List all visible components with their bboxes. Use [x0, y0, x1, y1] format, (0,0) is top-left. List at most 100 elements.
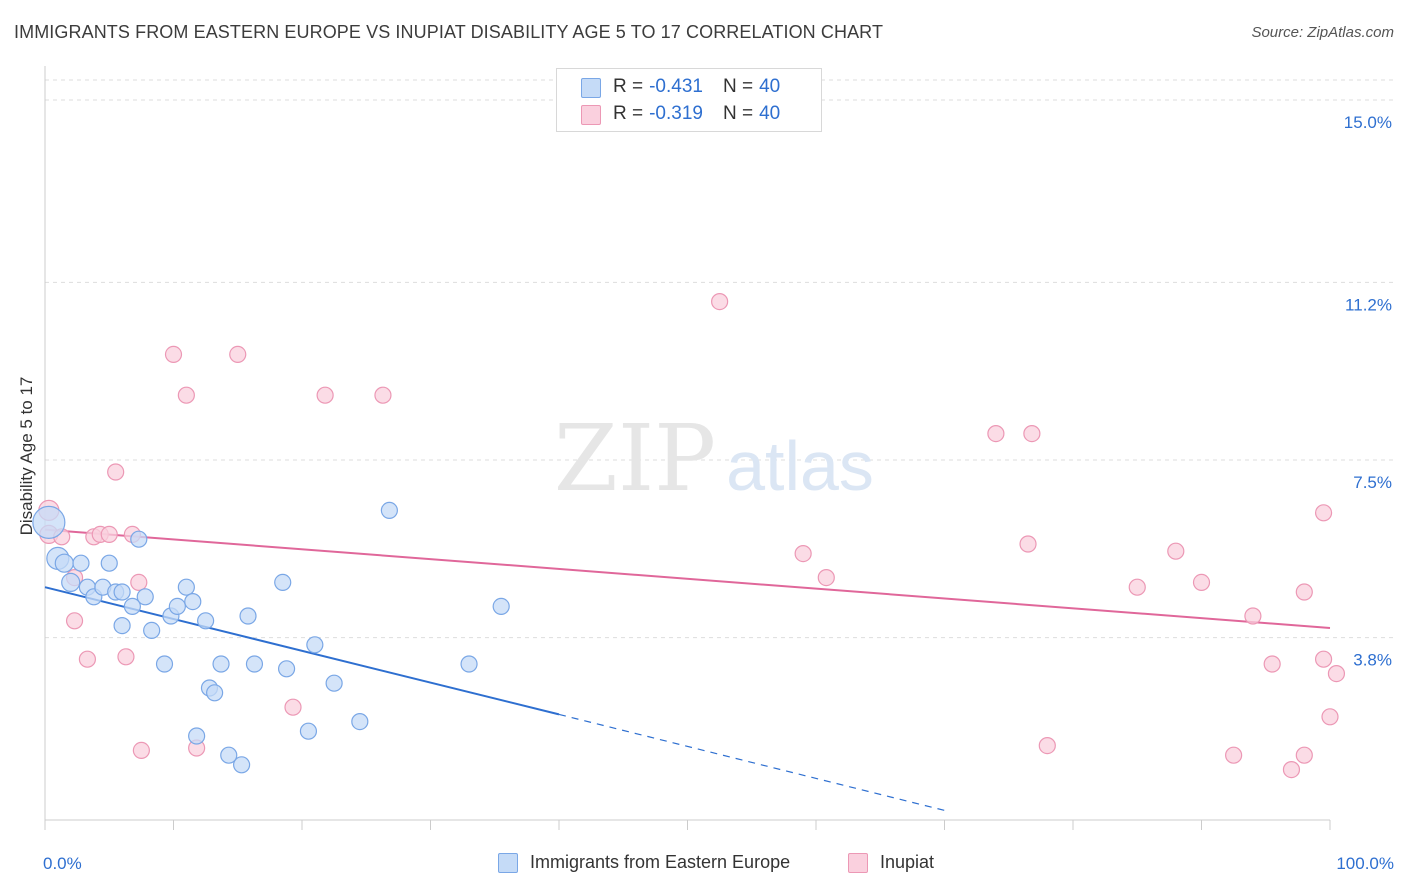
grid-lines	[45, 79, 1395, 639]
y-tick-label: 3.8%	[1353, 651, 1392, 670]
stats-row-pink: R = -0.319 N = 40	[581, 102, 781, 126]
point-inupiat	[1038, 736, 1056, 755]
point-inupiat	[117, 648, 135, 666]
y-axis-label: Disability Age 5 to 17	[17, 377, 36, 536]
point-inupiat	[107, 463, 125, 481]
data-points	[32, 293, 1346, 779]
point-inupiat	[130, 573, 148, 592]
tick-labels: 3.8% 7.5% 11.2% 15.0% 0.0% 100.0%	[43, 113, 1394, 873]
point-eastern-europe	[177, 578, 195, 596]
point-eastern-europe	[277, 660, 296, 678]
stats-box: R = -0.431 N = 40 R = -0.319 N = 40	[556, 68, 822, 132]
point-eastern-europe	[72, 554, 90, 572]
point-inupiat	[164, 345, 183, 363]
source-label: Source: ZipAtlas.com	[1251, 24, 1394, 41]
n-label: N =	[722, 103, 754, 124]
point-eastern-europe	[130, 530, 148, 548]
point-eastern-europe	[299, 722, 318, 740]
y-tick-label: 11.2%	[1345, 295, 1392, 314]
watermark-zip: ZIP	[554, 405, 716, 512]
point-inupiat	[229, 345, 247, 363]
n-label: N =	[722, 76, 754, 97]
point-eastern-europe	[197, 612, 215, 630]
trend-line-inupiat	[44, 528, 1331, 629]
point-inupiat	[177, 386, 195, 404]
legend-item-eastern-europe[interactable]: Immigrants from Eastern Europe	[498, 852, 790, 873]
point-eastern-europe	[123, 597, 141, 616]
point-inupiat	[1167, 542, 1185, 560]
point-inupiat	[284, 698, 302, 716]
n-value: 40	[759, 103, 781, 124]
r-label: R =	[613, 76, 644, 97]
point-inupiat	[711, 293, 729, 311]
point-inupiat	[1023, 425, 1041, 443]
point-inupiat	[1314, 650, 1333, 668]
point-inupiat	[817, 568, 835, 587]
point-eastern-europe	[460, 655, 478, 673]
point-eastern-europe	[188, 727, 206, 745]
point-eastern-europe	[206, 684, 224, 702]
point-inupiat	[987, 425, 1005, 443]
point-inupiat	[1295, 583, 1313, 601]
legend-swatch-blue	[498, 852, 518, 873]
point-eastern-europe	[100, 554, 118, 572]
legend-item-inupiat[interactable]: Inupiat	[848, 852, 934, 873]
point-inupiat	[1263, 655, 1281, 673]
point-inupiat	[1019, 535, 1037, 553]
point-eastern-europe	[306, 636, 324, 654]
legend-swatch-pink	[848, 852, 868, 873]
point-eastern-europe	[32, 505, 66, 540]
legend-label: Inupiat	[880, 852, 935, 872]
r-label: R =	[613, 103, 644, 124]
point-eastern-europe	[492, 597, 510, 616]
point-eastern-europe	[184, 592, 202, 611]
chart-title: IMMIGRANTS FROM EASTERN EUROPE VS INUPIA…	[14, 22, 884, 42]
point-inupiat	[132, 741, 150, 760]
point-eastern-europe	[274, 573, 292, 592]
stats-swatch-pink	[581, 105, 601, 125]
point-eastern-europe	[351, 712, 369, 731]
point-inupiat	[374, 386, 392, 404]
point-eastern-europe	[239, 607, 257, 625]
point-eastern-europe	[113, 616, 131, 635]
point-inupiat	[1282, 760, 1301, 779]
point-inupiat	[1295, 746, 1313, 764]
r-value: -0.319	[649, 103, 703, 124]
watermark-atlas: atlas	[726, 427, 874, 505]
point-eastern-europe	[380, 501, 398, 519]
r-value: -0.431	[649, 76, 703, 97]
point-eastern-europe	[61, 572, 81, 593]
point-eastern-europe	[155, 655, 174, 673]
trend-line-eastern-europe-projection	[558, 713, 945, 811]
n-value: 40	[759, 76, 781, 97]
point-eastern-europe	[143, 621, 161, 640]
point-eastern-europe	[136, 588, 154, 606]
x-tick-label: 0.0%	[43, 854, 82, 873]
watermark: ZIP atlas	[554, 405, 874, 512]
stats-row-blue: R = -0.431 N = 40	[581, 75, 781, 99]
point-inupiat	[100, 525, 118, 544]
point-inupiat	[1314, 504, 1333, 522]
point-eastern-europe	[54, 553, 74, 573]
point-inupiat	[78, 650, 97, 668]
point-inupiat	[1128, 578, 1146, 596]
point-inupiat	[1244, 607, 1262, 625]
point-eastern-europe	[233, 756, 251, 774]
point-inupiat	[1225, 746, 1243, 764]
point-eastern-europe	[325, 674, 343, 692]
point-inupiat	[1321, 708, 1339, 726]
stats-swatch-blue	[581, 78, 601, 98]
point-inupiat	[1192, 573, 1211, 592]
legend-label: Immigrants from Eastern Europe	[530, 852, 791, 872]
point-eastern-europe	[168, 597, 186, 616]
axes	[44, 66, 1331, 830]
y-tick-label: 7.5%	[1353, 473, 1392, 492]
point-eastern-europe	[113, 583, 131, 601]
x-tick-label: 100.0%	[1336, 854, 1394, 873]
point-eastern-europe	[245, 655, 264, 673]
point-inupiat	[794, 544, 812, 563]
y-tick-label: 15.0%	[1344, 113, 1392, 132]
point-inupiat	[1327, 664, 1346, 683]
point-eastern-europe	[212, 655, 230, 673]
